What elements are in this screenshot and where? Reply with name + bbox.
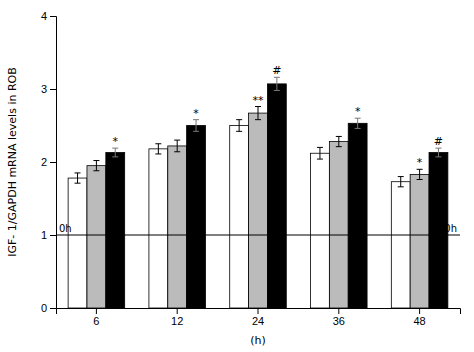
labels: 0h0h*****#*# (59, 64, 457, 234)
y-axis-title: IGF- 1/GAPDH mRNA levels in ROB (6, 67, 19, 257)
y-tick-label: 1 (41, 229, 47, 241)
reference-label: 0h (59, 223, 72, 234)
x-tick: 48 (413, 308, 425, 327)
x-tick: 12 (171, 308, 183, 327)
bar (348, 123, 367, 308)
y-tick-mark (50, 89, 56, 90)
bar (87, 166, 106, 308)
plot: 01234612243648(h)IGF- 1/GAPDH mRNA level… (6, 10, 461, 347)
error-bar (336, 136, 342, 146)
annotation: # (434, 135, 443, 148)
x-axis-title: (h) (250, 334, 266, 347)
reference-label: 0h (444, 223, 457, 234)
x-tick: 36 (333, 308, 345, 327)
x-tick-label: 12 (171, 315, 183, 327)
bar (168, 146, 187, 308)
annotation: ** (253, 94, 265, 107)
y-tick: 0 (41, 302, 56, 314)
x-tick: 24 (252, 308, 264, 327)
bar (267, 84, 286, 308)
y-axis-line (50, 17, 57, 309)
error-bar (317, 147, 323, 159)
error-bar (435, 148, 441, 157)
error-bar (355, 118, 361, 128)
y-tick-mark (50, 235, 56, 236)
bar (410, 174, 429, 308)
y-tick-label: 3 (41, 83, 47, 95)
x-axis-line (57, 309, 461, 315)
error-bar (255, 107, 261, 120)
y-tick: 1 (41, 229, 56, 241)
x-tick-label: 36 (333, 315, 345, 327)
x-axis: 6 12 24 36 48 (57, 308, 461, 327)
bar (249, 113, 268, 308)
bar (187, 126, 206, 309)
error-bar (93, 161, 99, 171)
y-tick-label: 4 (41, 10, 47, 22)
y-axis: 0 1 2 3 4 (41, 10, 57, 314)
series (87, 107, 429, 308)
error-bar (75, 173, 81, 183)
x-tick-mark (338, 308, 339, 314)
y-tick-mark (50, 162, 56, 163)
error-bar (417, 169, 423, 179)
x-tick: 6 (93, 308, 99, 327)
annotation: * (417, 156, 423, 169)
bar (311, 153, 330, 308)
series (68, 120, 410, 308)
x-tick-mark (96, 308, 97, 314)
bar (329, 142, 348, 308)
error-bar (193, 120, 199, 132)
error-bar (274, 77, 280, 90)
x-tick-label: 6 (93, 315, 99, 327)
bar (149, 149, 168, 308)
annotation: * (193, 107, 199, 120)
chart: 01234612243648(h)IGF- 1/GAPDH mRNA level… (0, 0, 474, 352)
error-bar (155, 144, 161, 154)
error-bar (174, 140, 180, 152)
error-bar (112, 148, 118, 157)
y-tick-mark (50, 16, 56, 17)
y-tick-label: 0 (41, 302, 47, 314)
reference-line (56, 235, 460, 236)
annotation: # (272, 64, 281, 77)
y-tick: 3 (41, 83, 56, 95)
y-tick-label: 2 (41, 156, 47, 168)
annotation: * (355, 105, 361, 118)
bar (230, 126, 249, 309)
x-tick-mark (258, 308, 259, 314)
marks (56, 77, 460, 308)
x-tick-label: 24 (252, 315, 264, 327)
bar (106, 153, 125, 308)
x-tick-label: 48 (413, 315, 425, 327)
error-bar (236, 120, 242, 132)
annotation: * (113, 135, 119, 148)
y-tick-mark (50, 308, 56, 309)
bar (391, 182, 410, 308)
error-bar (398, 177, 404, 187)
x-tick-mark (177, 308, 178, 314)
y-tick: 4 (41, 10, 56, 22)
y-tick: 2 (41, 156, 56, 168)
x-tick-mark (419, 308, 420, 314)
series (106, 77, 448, 308)
bar (68, 178, 87, 308)
